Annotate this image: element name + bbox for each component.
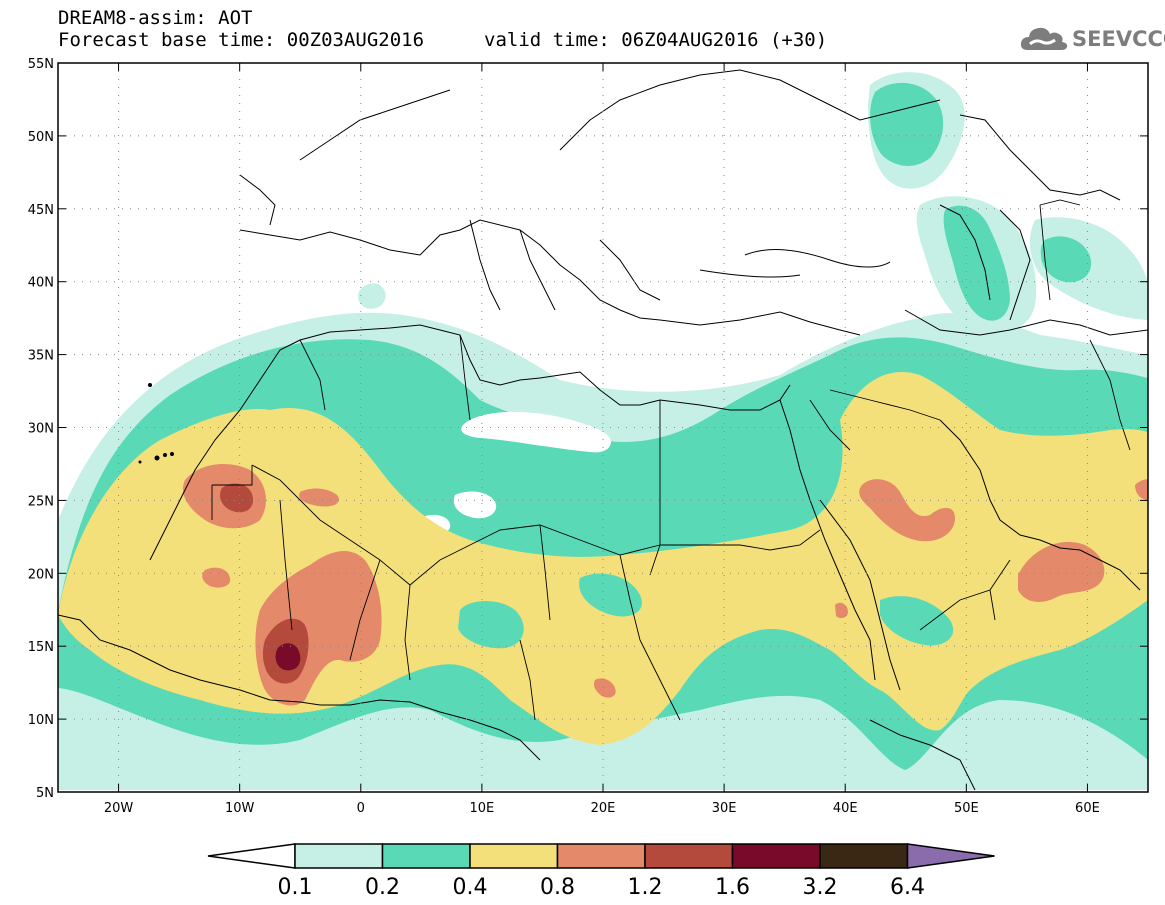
lon-tick-label: 20E (591, 801, 616, 816)
lat-tick-label: 15N (28, 640, 54, 655)
colorbar-label: 6.4 (890, 875, 925, 900)
colorbar-low-triangle (207, 843, 296, 869)
cloud-icon (1020, 27, 1068, 50)
colorbar-label: 0.4 (453, 875, 488, 900)
valid-time: valid time: 06Z04AUG2016 (+30) (484, 29, 828, 51)
seevccc-logo: SEEVCCC (1018, 22, 1165, 56)
lat-tick-label: 50N (28, 130, 54, 145)
lat-tick-label: 55N (28, 57, 54, 72)
colorbar-label: 0.8 (540, 875, 575, 900)
country-borders (211, 199, 1131, 721)
lon-tick-label: 10E (470, 801, 495, 816)
islands (138, 383, 174, 464)
colorbar-swatch (556, 843, 646, 869)
lon-tick-label: 10W (225, 801, 255, 816)
aot-level-1-6 (275, 643, 301, 671)
axis-ticks: 5N 10N 15N 20N 25N 30N 35N 40N 45N 50N 55N 20W 10W 0 1… (28, 57, 1148, 816)
lon-tick-label: 50E (954, 801, 979, 816)
lat-tick-label: 30N (28, 422, 54, 437)
lat-tick-label: 5N (36, 786, 54, 801)
colorbar-high-triangle (906, 843, 995, 869)
colorbar-swatch (819, 843, 909, 869)
colorbar-swatch (294, 843, 384, 869)
lat-tick-label: 35N (28, 349, 54, 364)
lat-tick-label: 45N (28, 203, 54, 218)
colorbar-label: 0.1 (278, 875, 313, 900)
coastlines (58, 69, 1148, 791)
colorbar-label: 0.2 (365, 875, 400, 900)
lon-tick-label: 40E (833, 801, 858, 816)
lat-tick-label: 10N (28, 713, 54, 728)
lat-tick-label: 20N (28, 567, 54, 582)
lat-tick-label: 40N (28, 276, 54, 291)
graticule (58, 63, 1148, 792)
colorbar-label: 1.6 (715, 875, 750, 900)
colorbar-swatch (644, 843, 734, 869)
colorbar-swatch (381, 843, 471, 869)
lon-tick-label: 0 (357, 801, 365, 816)
colorbar-swatch (469, 843, 559, 869)
lon-tick-label: 20W (104, 801, 134, 816)
aot-field (58, 63, 1148, 792)
lat-tick-label: 25N (28, 494, 54, 509)
lon-tick-label: 30E (712, 801, 737, 816)
logo-text: SEEVCCC (1072, 27, 1165, 51)
colorbar-label: 1.2 (628, 875, 663, 900)
map-title: DREAM8-assim: AOT (58, 7, 253, 29)
colorbar: 0.1 0.2 0.4 0.8 1.2 1.6 3.2 6.4 (207, 843, 995, 900)
colorbar-swatch (731, 843, 821, 869)
colorbar-label: 3.2 (803, 875, 838, 900)
forecast-base-time: Forecast base time: 00Z03AUG2016 (58, 29, 425, 51)
lon-tick-label: 60E (1075, 801, 1100, 816)
